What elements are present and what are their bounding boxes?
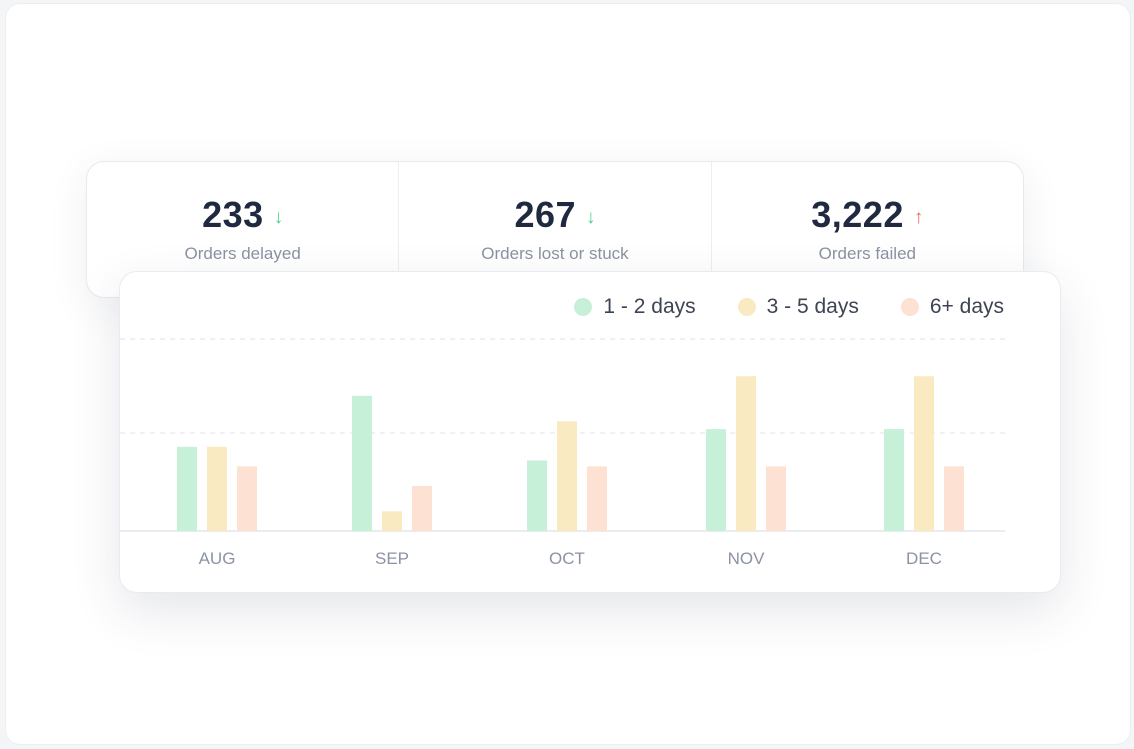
bar-dec-series-1 xyxy=(884,429,904,531)
bar-nov-series-2 xyxy=(736,376,756,531)
stat-orders-failed: 3,222 ↑ Orders failed xyxy=(710,162,1023,297)
legend-label: 1 - 2 days xyxy=(603,295,696,318)
bar-sep-series-2 xyxy=(382,511,402,531)
stat-orders-lost: 267 ↓ Orders lost or stuck xyxy=(398,162,710,297)
stat-value: 3,222 xyxy=(811,194,904,235)
bar-aug-series-2 xyxy=(207,446,227,531)
trend-up-arrow-icon: ↑ xyxy=(913,207,924,228)
stat-value: 233 xyxy=(202,194,264,235)
trend-down-arrow-icon: ↓ xyxy=(273,207,284,228)
x-tick-label: AUG xyxy=(199,549,236,568)
stat-value: 267 xyxy=(514,194,577,235)
trend-down-arrow-icon: ↓ xyxy=(586,207,596,228)
stat-orders-delayed: 233 ↓ Orders delayed xyxy=(87,162,398,297)
bar-chart-plot: AUG SEP OCT NOV DEC xyxy=(120,338,1005,568)
legend-item-1-2-days: 1 - 2 days xyxy=(574,295,696,319)
x-tick-label: OCT xyxy=(549,549,585,568)
bar-oct-series-1 xyxy=(527,460,547,531)
legend-swatch xyxy=(737,298,756,316)
stat-label: Orders failed xyxy=(818,244,916,263)
legend-swatch xyxy=(900,298,919,316)
page-frame: 233 ↓ Orders delayed 267 ↓ Orders lost o… xyxy=(6,4,1130,744)
x-tick-label: NOV xyxy=(728,549,766,568)
stat-label: Orders lost or stuck xyxy=(481,244,629,263)
bar-dec-series-2 xyxy=(914,376,934,531)
legend-label: 6+ days xyxy=(929,295,1004,318)
bar-oct-series-3 xyxy=(587,466,607,531)
x-tick-label: DEC xyxy=(906,549,942,568)
legend-label: 3 - 5 days xyxy=(766,295,859,318)
bar-nov-series-3 xyxy=(766,466,786,531)
bar-aug-series-3 xyxy=(237,466,257,531)
stat-label: Orders delayed xyxy=(184,244,301,263)
bar-dec-series-3 xyxy=(944,466,964,531)
bar-nov-series-1 xyxy=(706,429,726,531)
bar-oct-series-2 xyxy=(557,421,577,531)
chart-legend: 1 - 2 days 3 - 5 days 6+ days xyxy=(532,295,1004,319)
bar-sep-series-1 xyxy=(352,395,372,531)
bar-chart-card: 1 - 2 days 3 - 5 days 6+ days AUG SEP OCT N… xyxy=(119,271,1061,593)
legend-item-3-5-days: 3 - 5 days xyxy=(737,295,859,319)
x-tick-label: SEP xyxy=(375,549,409,568)
bar-sep-series-3 xyxy=(412,485,432,531)
legend-swatch xyxy=(574,298,593,316)
legend-item-6-plus-days: 6+ days xyxy=(900,295,1004,319)
bar-aug-series-1 xyxy=(177,446,197,531)
